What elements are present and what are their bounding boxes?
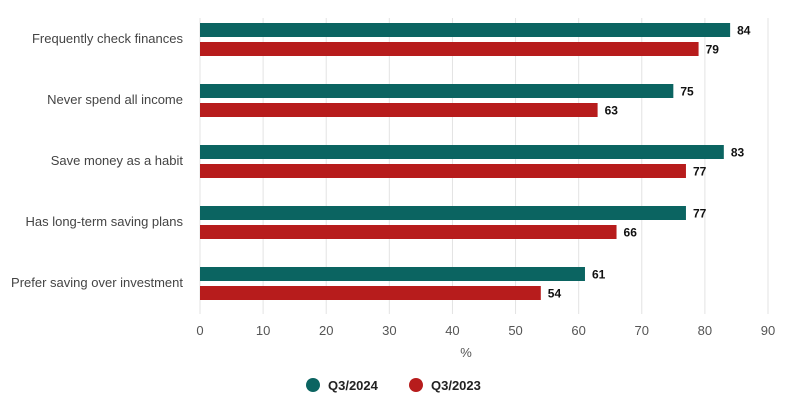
bar-q3-2024 — [200, 84, 674, 98]
data-label: 77 — [693, 207, 707, 221]
data-label: 75 — [680, 85, 694, 99]
x-tick-label: 40 — [445, 323, 459, 338]
bar-q3-2023 — [200, 225, 617, 239]
data-label: 63 — [605, 104, 619, 118]
bar-q3-2023 — [200, 286, 541, 300]
data-label: 61 — [592, 268, 606, 282]
bar-q3-2023 — [200, 103, 598, 117]
x-tick-label: 10 — [256, 323, 270, 338]
data-label: 77 — [693, 165, 707, 179]
data-label: 66 — [624, 226, 638, 240]
bars — [200, 23, 731, 300]
bar-q3-2023 — [200, 164, 686, 178]
category-label: Prefer saving over investment — [11, 275, 183, 290]
x-tick-label: 0 — [196, 323, 203, 338]
legend-label: Q3/2024 — [328, 378, 379, 393]
bar-q3-2024 — [200, 145, 724, 159]
bar-q3-2024 — [200, 267, 585, 281]
x-tick-label: 60 — [571, 323, 585, 338]
data-label: 79 — [706, 43, 720, 57]
data-labels: 84 79 75 63 83 77 77 66 61 54 — [548, 24, 751, 301]
x-tick-label: 50 — [508, 323, 522, 338]
data-label: 83 — [731, 146, 745, 160]
x-tick-label: 80 — [698, 323, 712, 338]
x-axis-title: % — [460, 345, 472, 360]
bar-q3-2023 — [200, 42, 699, 56]
x-tick-label: 30 — [382, 323, 396, 338]
x-tick-label: 70 — [635, 323, 649, 338]
bar-q3-2024 — [200, 23, 731, 37]
category-labels: Frequently check finances Never spend all… — [11, 31, 183, 290]
legend-label: Q3/2023 — [431, 378, 481, 393]
bar-q3-2024 — [200, 206, 686, 220]
category-label: Frequently check finances — [32, 31, 184, 46]
x-axis-ticks: 0 10 20 30 40 50 60 70 80 90 — [196, 323, 775, 338]
legend-marker — [306, 378, 320, 392]
data-label: 84 — [737, 24, 751, 38]
category-label: Never spend all income — [47, 92, 183, 107]
legend-marker — [409, 378, 423, 392]
x-tick-label: 20 — [319, 323, 333, 338]
category-label: Save money as a habit — [51, 153, 184, 168]
category-label: Has long-term saving plans — [25, 214, 183, 229]
data-label: 54 — [548, 287, 562, 301]
legend: Q3/2024 Q3/2023 — [306, 378, 481, 393]
x-tick-label: 90 — [761, 323, 775, 338]
